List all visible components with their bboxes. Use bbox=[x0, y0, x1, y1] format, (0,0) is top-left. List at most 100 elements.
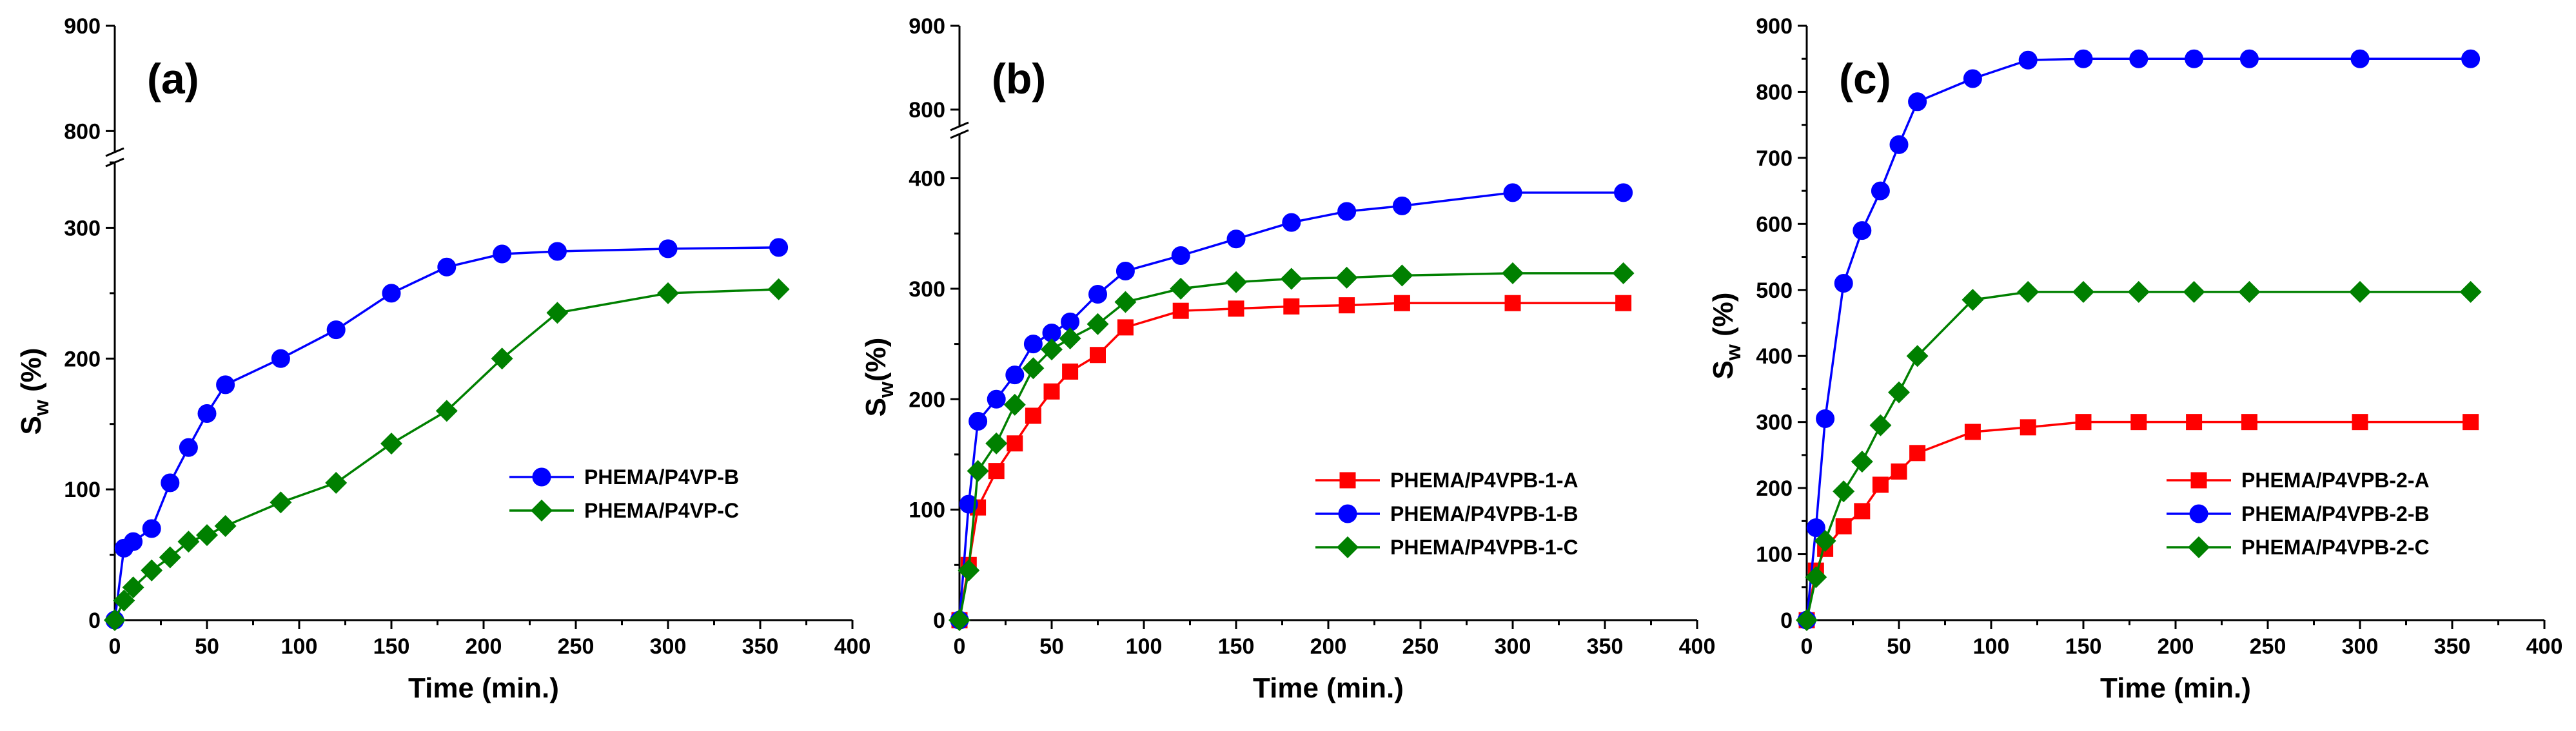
data-point bbox=[437, 257, 457, 277]
data-point bbox=[1502, 262, 1524, 284]
data-point bbox=[2349, 280, 2371, 303]
y-tick-label: 100 bbox=[64, 478, 101, 502]
data-point bbox=[325, 472, 348, 494]
series-PHEMA/P4VPB-1-A bbox=[951, 295, 1632, 629]
data-point bbox=[2239, 49, 2259, 68]
series-line bbox=[113, 288, 779, 621]
data-point bbox=[124, 532, 143, 551]
data-point bbox=[1062, 363, 1079, 380]
data-point bbox=[1282, 213, 1301, 232]
panel-a: 0 50 100 150 200 250 300 350 400 0 100 200 300 800 900… bbox=[15, 14, 870, 704]
legend: PHEMA/P4VPB-1-A PHEMA/P4VPB-1-B PHEMA/P4VP… bbox=[1315, 469, 1578, 559]
data-point bbox=[2018, 50, 2038, 70]
axis-break-mark bbox=[105, 147, 124, 157]
legend-label: PHEMA/P4VPB-1-C bbox=[1390, 536, 1578, 559]
data-point bbox=[1835, 518, 1852, 535]
data-point bbox=[435, 400, 458, 422]
data-point bbox=[1853, 221, 1872, 240]
data-point bbox=[1851, 451, 1873, 473]
data-point bbox=[988, 463, 1005, 480]
data-point bbox=[493, 244, 512, 264]
x-tick-label: 100 bbox=[1973, 634, 2010, 659]
x-tick-label: 400 bbox=[1679, 634, 1716, 659]
y-tick-label: 200 bbox=[1756, 476, 1793, 501]
data-point bbox=[2238, 280, 2261, 303]
data-point bbox=[546, 302, 569, 324]
data-point bbox=[380, 433, 402, 455]
data-point bbox=[1833, 480, 1855, 503]
data-point bbox=[1615, 295, 1632, 311]
panel-label: (c) bbox=[1839, 55, 1891, 102]
y-axis-title: Sw (%) bbox=[15, 348, 53, 435]
y-axis-title-main: S bbox=[15, 416, 47, 434]
y-tick-label: 0 bbox=[1780, 609, 1793, 633]
x-tick-label: 150 bbox=[1218, 634, 1255, 659]
panel-c: 0 50 100 150 200 250 300 350 400 0 100 200 300 400 500… bbox=[1707, 14, 2562, 704]
x-tick-label: 100 bbox=[281, 634, 318, 659]
x-axis-title: Time (min.) bbox=[2100, 672, 2251, 704]
x-tick-label: 0 bbox=[109, 634, 121, 659]
legend-label: PHEMA/P4VP-B bbox=[584, 465, 739, 489]
data-point bbox=[958, 559, 980, 581]
data-point bbox=[1059, 327, 1081, 350]
x-tick-label: 150 bbox=[373, 634, 410, 659]
x-tick-label: 350 bbox=[1587, 634, 1624, 659]
axis-break-mark bbox=[950, 121, 969, 132]
series-PHEMA/P4VP-C bbox=[104, 278, 790, 631]
legend-label: PHEMA/P4VPB-1-A bbox=[1390, 469, 1578, 492]
data-point bbox=[2463, 414, 2479, 431]
data-point bbox=[179, 438, 198, 457]
data-point bbox=[1504, 295, 1521, 311]
y-tick-label: 200 bbox=[909, 387, 945, 412]
legend-marker bbox=[1337, 536, 1359, 558]
x-tick-label: 100 bbox=[1126, 634, 1163, 659]
data-point bbox=[987, 389, 1006, 409]
data-point bbox=[2352, 414, 2368, 431]
data-point bbox=[547, 242, 567, 261]
data-point bbox=[1612, 262, 1635, 284]
data-point bbox=[382, 284, 401, 303]
data-point bbox=[2186, 414, 2203, 431]
data-point bbox=[657, 282, 679, 304]
x-tick-label: 400 bbox=[834, 634, 871, 659]
x-tick-label: 300 bbox=[650, 634, 687, 659]
x-tick-label: 250 bbox=[2250, 634, 2286, 659]
data-point bbox=[1964, 424, 1981, 440]
data-point bbox=[491, 347, 513, 370]
series-line bbox=[113, 246, 779, 621]
data-point bbox=[1393, 295, 1410, 311]
data-point bbox=[1805, 566, 1827, 589]
legend-marker bbox=[2188, 536, 2210, 558]
y-axis-title-subscript: w bbox=[874, 382, 898, 398]
data-point bbox=[197, 404, 217, 423]
data-point bbox=[2075, 414, 2092, 431]
y-tick-label: 100 bbox=[909, 498, 945, 523]
data-point bbox=[2020, 419, 2036, 436]
data-point bbox=[2072, 280, 2094, 303]
y-axis-title-unit: (%) bbox=[860, 338, 892, 382]
data-point bbox=[1834, 274, 1853, 293]
data-point bbox=[1022, 357, 1045, 380]
data-point bbox=[159, 546, 181, 569]
x-tick-label: 200 bbox=[1310, 634, 1347, 659]
y-tick-label: 200 bbox=[64, 347, 101, 371]
data-point bbox=[1963, 69, 1982, 88]
legend-marker bbox=[2189, 504, 2208, 523]
legend: PHEMA/P4VPB-2-A PHEMA/P4VPB-2-B PHEMA/P4VP… bbox=[2167, 469, 2430, 559]
data-point bbox=[1908, 92, 1927, 112]
data-point bbox=[142, 519, 161, 538]
data-point bbox=[1889, 135, 1909, 154]
data-point bbox=[1335, 266, 1358, 289]
data-point bbox=[2185, 49, 2204, 68]
x-tick-label: 50 bbox=[1887, 634, 1911, 659]
data-point bbox=[1023, 335, 1043, 354]
x-tick-label: 200 bbox=[2158, 634, 2194, 659]
data-point bbox=[1283, 298, 1300, 315]
y-tick-label: 900 bbox=[909, 14, 945, 39]
data-point bbox=[985, 432, 1008, 454]
series-line bbox=[1805, 291, 2471, 621]
y-axis-title-unit: (%) bbox=[15, 348, 47, 400]
data-point bbox=[216, 375, 235, 395]
y-axis-title-main: S bbox=[1707, 360, 1739, 379]
data-point bbox=[1114, 291, 1137, 313]
